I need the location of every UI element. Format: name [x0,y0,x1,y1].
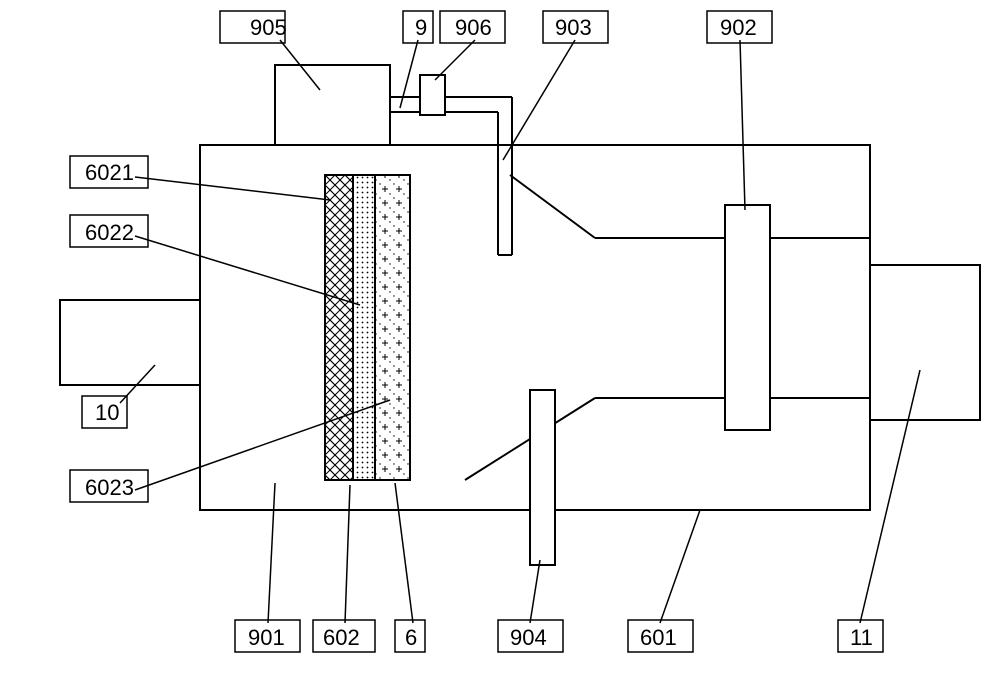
left-port [60,300,200,385]
component-906 [420,75,445,115]
label-905: 905 [250,15,287,40]
label-9: 9 [415,15,427,40]
leader-601 [660,510,700,623]
label-6022: 6022 [85,220,134,245]
label-903: 903 [555,15,592,40]
label-906: 906 [455,15,492,40]
label-6023: 6023 [85,475,134,500]
box-905 [275,65,390,145]
layer-6022 [353,175,375,480]
label-11: 11 [850,625,873,650]
engineering-diagram: 905 9 906 903 902 6021 6022 10 6023 901 602 6 904 601… [0,0,1000,679]
leader-906 [435,40,475,80]
label-6: 6 [405,625,417,650]
layer-6021 [325,175,353,480]
label-6021: 6021 [85,160,134,185]
leader-903 [503,40,575,160]
right-port [870,265,980,420]
label-902: 902 [720,15,757,40]
label-601: 601 [640,625,677,650]
valve-902 [725,205,770,430]
label-904: 904 [510,625,547,650]
layer-6023 [375,175,410,480]
drain-904 [530,390,555,565]
label-602: 602 [323,625,360,650]
leader-904 [530,560,540,623]
label-10: 10 [95,400,119,425]
label-901: 901 [248,625,285,650]
